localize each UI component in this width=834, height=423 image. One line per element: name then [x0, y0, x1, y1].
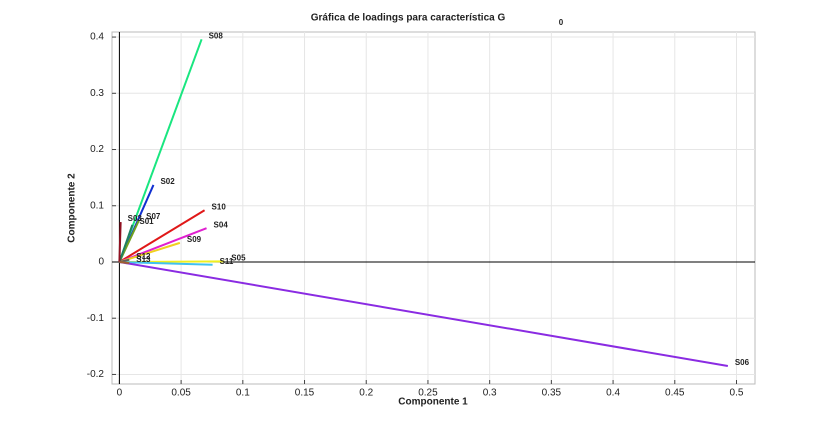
x-tick-label: 0.4 — [606, 388, 620, 399]
vector-label: S03 — [128, 214, 143, 223]
loading-vector — [118, 224, 134, 263]
y-tick-label: 0.2 — [90, 144, 104, 155]
y-tick-label: 0.1 — [90, 200, 104, 211]
vector-label: S10 — [212, 202, 227, 211]
x-tick-label: 0.35 — [542, 388, 562, 399]
vector-label: S06 — [735, 358, 750, 367]
x-tick-label: 0.15 — [295, 388, 315, 399]
x-tick-label: 0.45 — [665, 388, 685, 399]
loading-vector — [118, 222, 122, 263]
vector-label: S09 — [187, 235, 202, 244]
loading-vector — [119, 260, 213, 266]
y-tick-label: 0.3 — [90, 88, 104, 99]
chart-title: Gráfica de loadings para característica … — [311, 13, 506, 24]
y-tick-label: -0.1 — [87, 313, 105, 324]
loading-vector — [119, 260, 729, 367]
y-tick-label: 0 — [98, 257, 104, 268]
vector-label: S12 — [136, 252, 151, 261]
x-tick-label: 0.2 — [359, 388, 373, 399]
title-subscript: 0 — [559, 18, 564, 27]
x-tick-label: 0.05 — [171, 388, 191, 399]
x-tick-label: 0.5 — [730, 388, 744, 399]
vector-label: S11 — [220, 257, 234, 266]
loading-vector — [119, 241, 181, 263]
vector-label: S02 — [160, 177, 175, 186]
vector-label: S13 — [136, 255, 151, 264]
y-tick-label: 0.4 — [90, 32, 104, 43]
x-axis-label: Componente 1 — [398, 397, 468, 408]
vector-label: S04 — [214, 220, 229, 229]
y-tick-label: -0.2 — [87, 369, 105, 380]
plot-area — [111, 31, 756, 385]
loading-vector — [118, 209, 206, 263]
vector-label: S08 — [209, 31, 224, 40]
y-axis-label: Componente 2 — [67, 173, 78, 243]
loading-vector — [119, 260, 130, 265]
x-tick-label: 0 — [117, 388, 123, 399]
vector-label: S07 — [146, 212, 161, 221]
loading-vector — [118, 38, 203, 263]
x-tick-label: 0.25 — [418, 388, 438, 399]
vector-label: S01 — [139, 217, 154, 226]
x-tick-label: 0.3 — [483, 388, 497, 399]
vector-label: S05 — [231, 254, 246, 263]
x-tick-label: 0.1 — [236, 388, 250, 399]
